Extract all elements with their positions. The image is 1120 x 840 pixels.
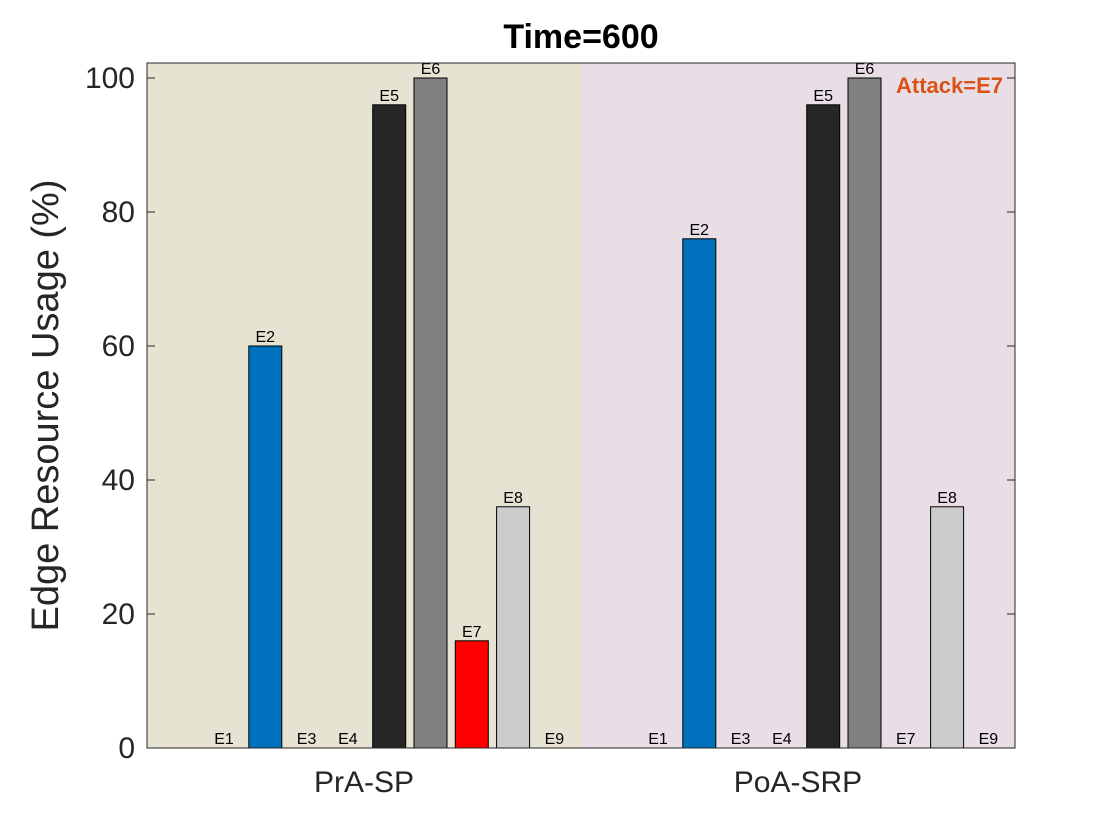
y-tick-label: 80 [102, 196, 135, 229]
bar-e2 [248, 345, 283, 749]
y-tick-label: 0 [118, 732, 135, 765]
bar-label: E1 [214, 731, 234, 748]
bar-e8 [930, 506, 965, 749]
bar-e7 [454, 640, 489, 749]
bar-e5 [806, 104, 841, 749]
bar-label: E7 [896, 731, 916, 748]
bar-label: E5 [379, 88, 399, 105]
y-axis-label: Edge Resource Usage (%) [25, 180, 67, 632]
y-tick-label: 40 [102, 464, 135, 497]
x-axis-group-labels: PrA-SP PoA-SRP [314, 766, 862, 799]
bar-label: E9 [979, 731, 999, 748]
bar-label: E5 [813, 88, 833, 105]
bar-e6 [847, 77, 882, 749]
attack-annotation: Attack=E7 [896, 73, 1003, 98]
bar-e6 [413, 77, 448, 749]
plot-backgrounds [147, 63, 1015, 748]
bar-label: E6 [421, 61, 441, 78]
y-tick-label: 100 [85, 62, 135, 95]
bar-label: E4 [338, 731, 358, 748]
group-label: PrA-SP [314, 766, 414, 799]
bar-e5 [372, 104, 407, 749]
bar-label: E1 [648, 731, 668, 748]
bar-label: E2 [690, 222, 710, 239]
group-label: PoA-SRP [734, 766, 862, 799]
y-tick-label: 20 [102, 598, 135, 631]
bar-label: E6 [855, 61, 875, 78]
chart-title: Time=600 [503, 18, 658, 56]
bar-label: E9 [545, 731, 565, 748]
bar-label: E7 [462, 624, 482, 641]
bar-label: E8 [937, 490, 957, 507]
bar-label: E2 [256, 329, 276, 346]
bars-layer [248, 77, 965, 749]
bar-e8 [496, 506, 531, 749]
bar-label: E3 [731, 731, 751, 748]
bar-labels-layer: E1 E2 E3 E4 E5 E6 E7 E8 E9 E1 E2 E3 E4 E5 E6 E7 E8 E9 [214, 61, 998, 748]
y-tick-label: 60 [102, 330, 135, 363]
y-axis-ticks: 0 20 40 60 80 100 [85, 62, 1015, 765]
bar-label: E8 [503, 490, 523, 507]
bar-e2 [682, 238, 717, 749]
bar-label: E3 [297, 731, 317, 748]
plot-frame [146, 62, 1016, 749]
bar-label: E4 [772, 731, 792, 748]
